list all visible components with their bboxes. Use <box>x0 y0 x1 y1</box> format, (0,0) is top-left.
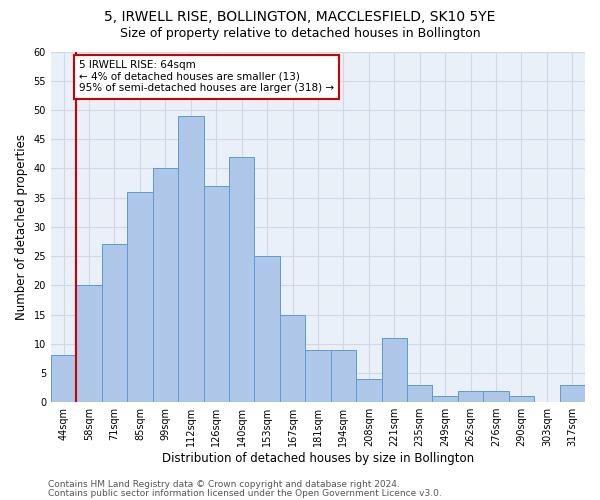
Bar <box>152 168 178 402</box>
Text: Contains HM Land Registry data © Crown copyright and database right 2024.: Contains HM Land Registry data © Crown c… <box>48 480 400 489</box>
Bar <box>127 192 152 402</box>
Text: Contains public sector information licensed under the Open Government Licence v3: Contains public sector information licen… <box>48 488 442 498</box>
Bar <box>102 244 127 402</box>
Bar <box>382 338 407 402</box>
Bar <box>356 379 382 402</box>
Bar <box>280 314 305 402</box>
Bar <box>407 384 433 402</box>
Bar <box>254 256 280 402</box>
Bar <box>203 186 229 402</box>
Text: Size of property relative to detached houses in Bollington: Size of property relative to detached ho… <box>119 28 481 40</box>
X-axis label: Distribution of detached houses by size in Bollington: Distribution of detached houses by size … <box>162 452 474 465</box>
Bar <box>178 116 203 402</box>
Bar <box>458 390 483 402</box>
Y-axis label: Number of detached properties: Number of detached properties <box>15 134 28 320</box>
Bar <box>51 356 76 402</box>
Bar <box>483 390 509 402</box>
Bar <box>509 396 534 402</box>
Bar <box>305 350 331 402</box>
Text: 5, IRWELL RISE, BOLLINGTON, MACCLESFIELD, SK10 5YE: 5, IRWELL RISE, BOLLINGTON, MACCLESFIELD… <box>104 10 496 24</box>
Bar <box>76 286 102 402</box>
Bar <box>433 396 458 402</box>
Text: 5 IRWELL RISE: 64sqm
← 4% of detached houses are smaller (13)
95% of semi-detach: 5 IRWELL RISE: 64sqm ← 4% of detached ho… <box>79 60 334 94</box>
Bar <box>229 156 254 402</box>
Bar <box>560 384 585 402</box>
Bar <box>331 350 356 402</box>
